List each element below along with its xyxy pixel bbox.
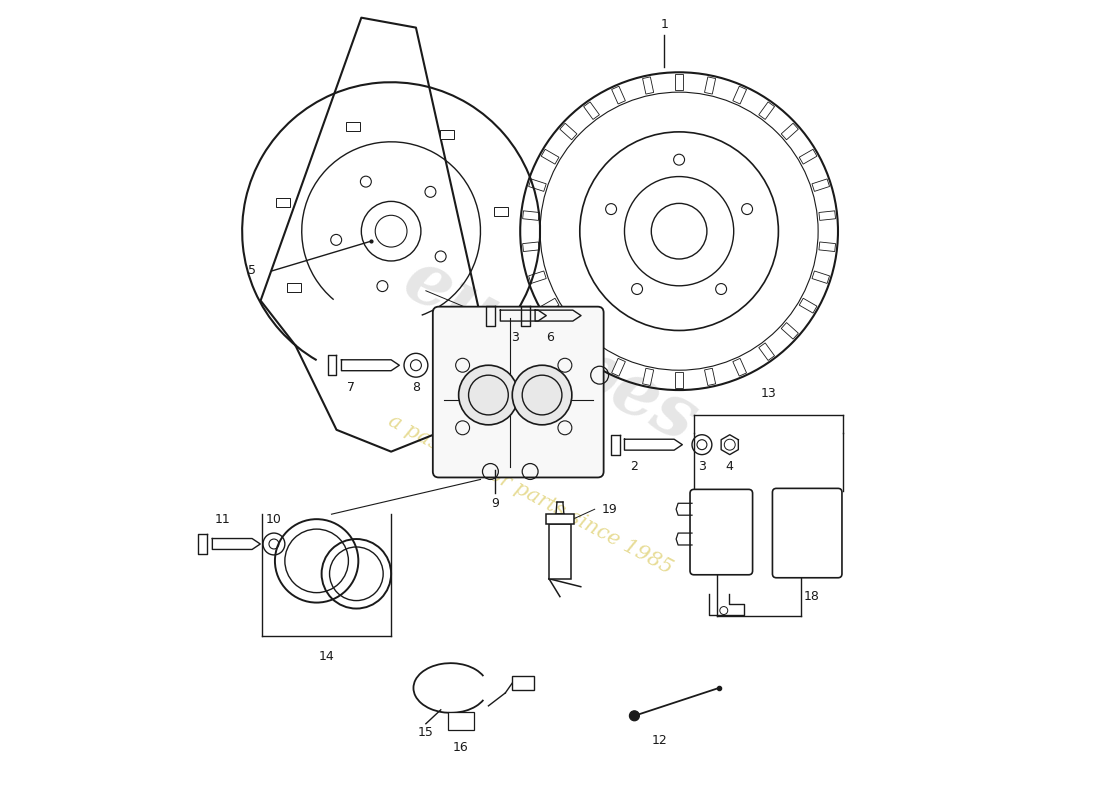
Polygon shape — [642, 77, 653, 94]
Polygon shape — [612, 86, 626, 104]
Polygon shape — [781, 123, 799, 140]
Text: 12: 12 — [651, 734, 667, 747]
Text: 6: 6 — [546, 331, 554, 344]
Text: 2: 2 — [630, 460, 638, 473]
Text: 4: 4 — [726, 460, 734, 473]
Text: europes: europes — [392, 243, 708, 458]
Text: 16: 16 — [453, 741, 469, 754]
Polygon shape — [541, 150, 559, 164]
Polygon shape — [812, 179, 829, 191]
Text: 5: 5 — [249, 265, 256, 278]
Text: 14: 14 — [319, 650, 334, 662]
Bar — [440, 130, 454, 139]
Circle shape — [459, 366, 518, 425]
Polygon shape — [529, 271, 547, 283]
Bar — [345, 122, 360, 130]
Text: 3: 3 — [512, 331, 519, 344]
Bar — [448, 712, 473, 730]
Text: 18: 18 — [803, 590, 820, 603]
Polygon shape — [818, 242, 836, 251]
Polygon shape — [675, 372, 683, 388]
Text: a passion for parts since 1985: a passion for parts since 1985 — [385, 411, 675, 578]
FancyBboxPatch shape — [772, 488, 842, 578]
Text: 8: 8 — [411, 381, 420, 394]
Polygon shape — [522, 211, 539, 220]
Text: 19: 19 — [602, 502, 617, 516]
FancyBboxPatch shape — [690, 490, 752, 574]
Text: 1: 1 — [660, 18, 668, 31]
Bar — [546, 514, 574, 524]
Polygon shape — [818, 211, 836, 220]
Polygon shape — [704, 368, 716, 386]
Circle shape — [513, 366, 572, 425]
Polygon shape — [759, 102, 774, 119]
Text: 11: 11 — [214, 513, 230, 526]
Bar — [494, 207, 508, 216]
Text: 3: 3 — [698, 460, 706, 473]
Polygon shape — [800, 298, 817, 313]
Text: 13: 13 — [760, 386, 777, 399]
Polygon shape — [642, 368, 653, 386]
Text: 15: 15 — [418, 726, 433, 739]
Polygon shape — [675, 74, 683, 90]
Polygon shape — [812, 271, 829, 283]
Circle shape — [629, 711, 639, 721]
FancyBboxPatch shape — [432, 306, 604, 478]
Polygon shape — [800, 150, 817, 164]
Polygon shape — [529, 179, 547, 191]
Polygon shape — [584, 343, 600, 361]
Polygon shape — [541, 298, 559, 313]
Polygon shape — [612, 358, 626, 376]
Polygon shape — [759, 343, 774, 361]
Bar — [549, 524, 571, 578]
Text: 10: 10 — [266, 513, 282, 526]
Bar — [287, 282, 301, 291]
Text: 7: 7 — [348, 381, 355, 394]
Polygon shape — [584, 102, 600, 119]
Polygon shape — [781, 322, 799, 339]
Polygon shape — [733, 86, 747, 104]
Polygon shape — [733, 358, 747, 376]
Bar — [513, 676, 535, 690]
Bar — [276, 198, 290, 206]
Polygon shape — [522, 242, 539, 251]
Polygon shape — [560, 322, 578, 339]
Polygon shape — [704, 77, 716, 94]
Polygon shape — [560, 123, 578, 140]
Text: 9: 9 — [492, 497, 499, 510]
